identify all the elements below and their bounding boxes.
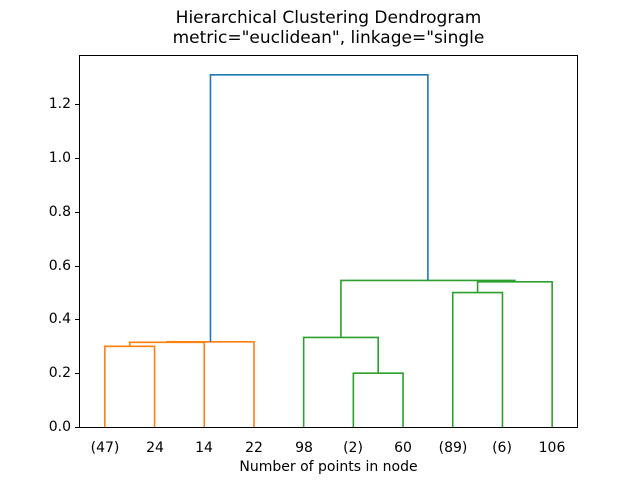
x-tick-label: (6) <box>492 440 512 456</box>
dendrogram-link <box>352 372 404 427</box>
y-tick-mark <box>75 212 79 213</box>
dendrogram-link <box>476 281 553 427</box>
y-tick-mark <box>75 427 79 428</box>
y-tick-label: 0.8 <box>48 204 71 220</box>
y-tick-label: 1.0 <box>48 150 71 166</box>
dendrogram-link <box>166 340 255 427</box>
x-tick-label: 14 <box>195 440 213 456</box>
x-axis-label: Number of points in node <box>239 459 418 475</box>
y-tick-mark <box>75 104 79 105</box>
dendrogram-link <box>209 74 429 342</box>
dendrogram-link <box>340 279 516 338</box>
x-tick-label: 106 <box>538 440 566 456</box>
y-tick-label: 0.0 <box>48 419 71 435</box>
chart-subtitle: metric="euclidean", linkage="single <box>172 28 485 48</box>
dendrogram-link <box>302 336 379 427</box>
y-tick-mark <box>75 373 79 374</box>
x-tick-label: (47) <box>90 440 120 456</box>
chart-title: Hierarchical Clustering Dendrogram <box>175 8 482 28</box>
x-tick-label: (89) <box>438 440 468 456</box>
x-tick-label: 24 <box>146 440 164 456</box>
y-tick-mark <box>75 266 79 267</box>
y-tick-label: 0.6 <box>48 258 71 274</box>
dendrogram-link <box>451 291 504 427</box>
x-tick-label: 22 <box>245 440 263 456</box>
y-tick-label: 0.4 <box>48 311 71 327</box>
y-tick-label: 1.2 <box>48 96 71 112</box>
dendrogram-link <box>128 341 206 427</box>
x-tick-label: 98 <box>295 440 313 456</box>
chart-title-block: Hierarchical Clustering Dendrogram metri… <box>80 8 577 48</box>
x-tick-label: 60 <box>394 440 412 456</box>
dendrogram-lines <box>104 74 553 427</box>
y-tick-mark <box>75 319 79 320</box>
plot-area <box>79 55 578 428</box>
dendrogram-link <box>104 345 156 427</box>
x-tick-label: (2) <box>343 440 363 456</box>
y-tick-label: 0.2 <box>48 365 71 381</box>
y-tick-mark <box>75 158 79 159</box>
